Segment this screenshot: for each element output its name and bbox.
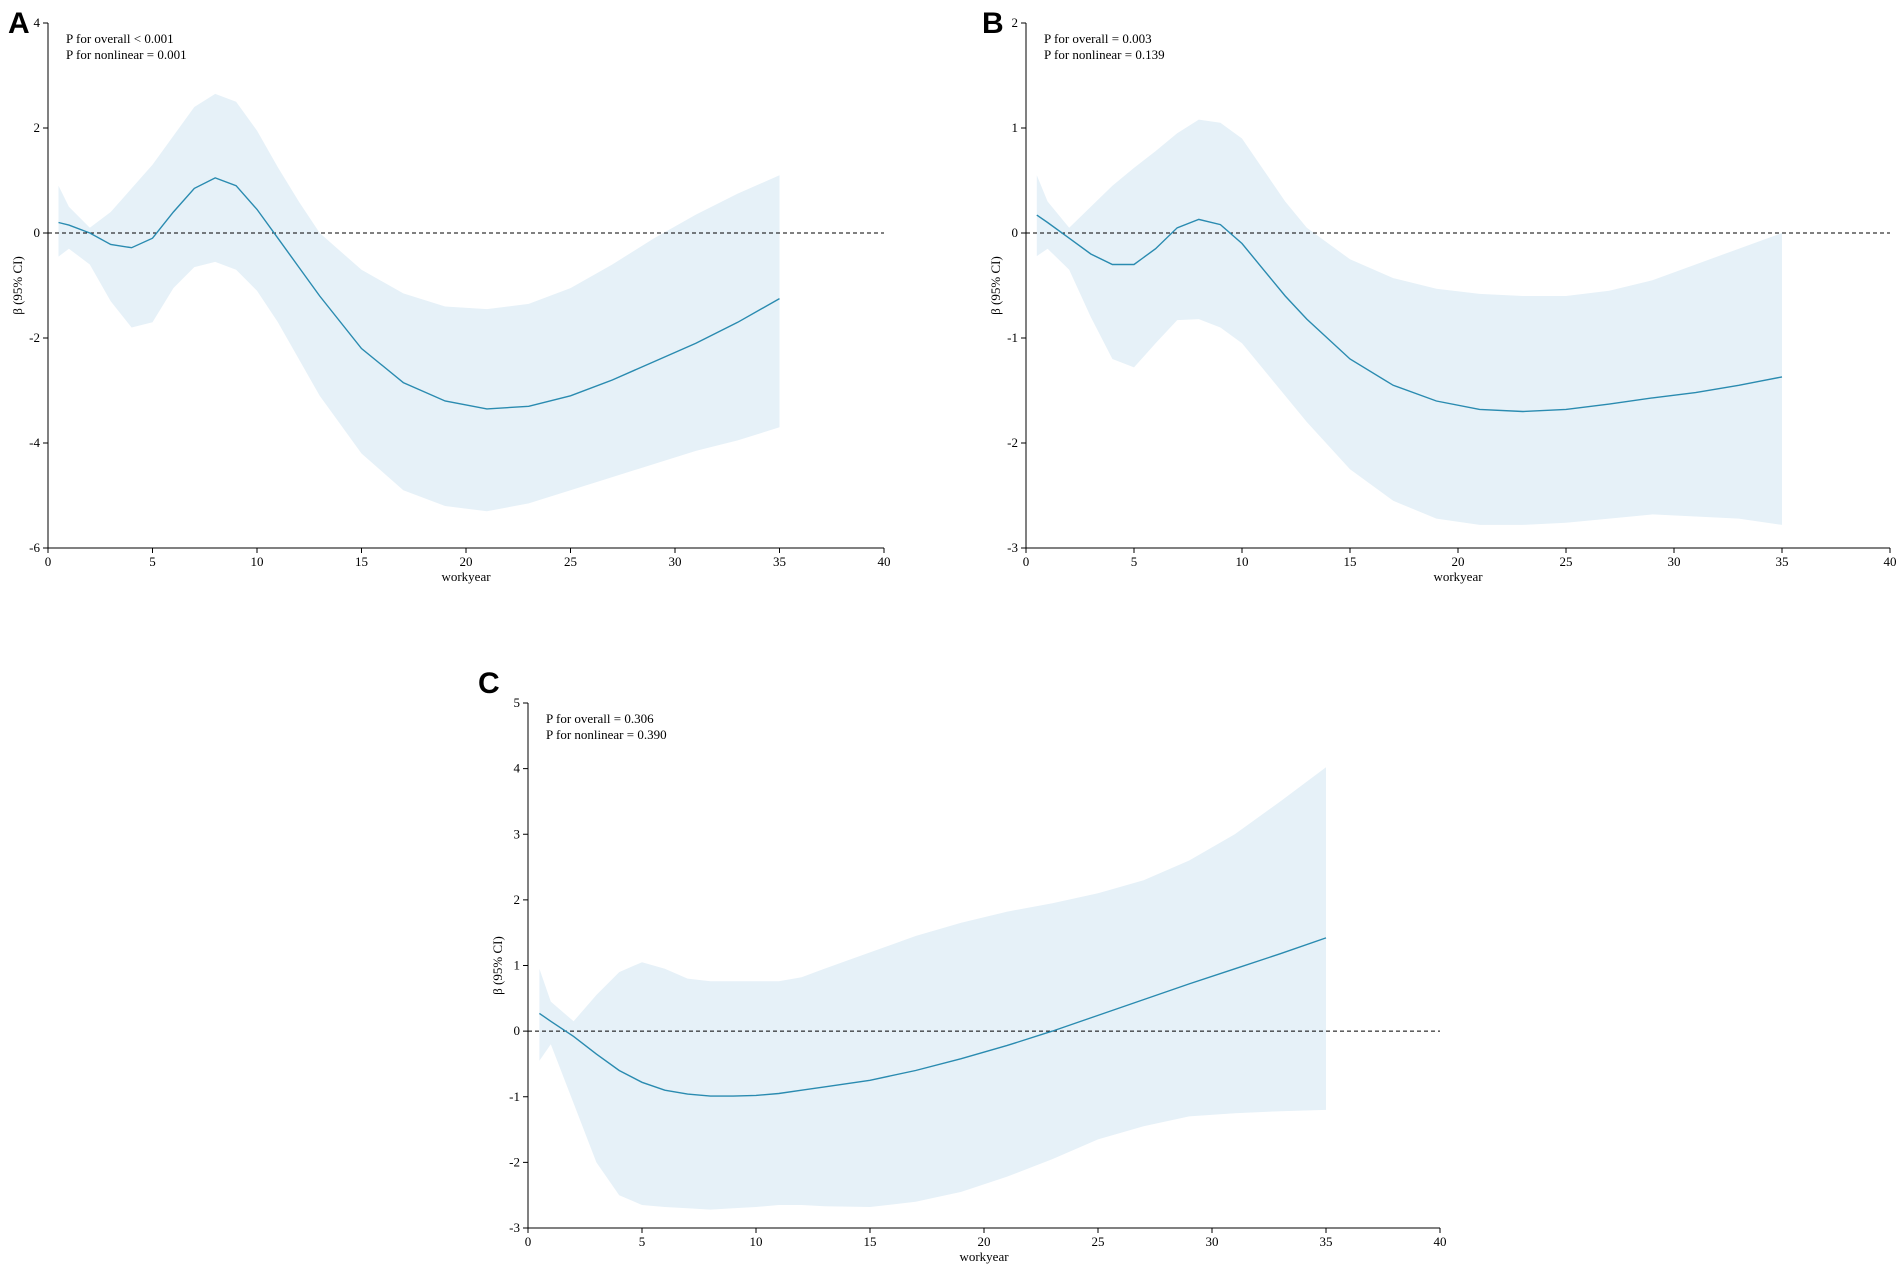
panel-letter: B [982,7,1004,40]
x-tick-label: 15 [864,1234,877,1249]
x-tick-label: 35 [1320,1234,1333,1249]
x-tick-label: 25 [564,554,577,569]
x-tick-label: 0 [1023,554,1030,569]
x-tick-label: 5 [149,554,156,569]
y-axis-title: β (95% CI) [10,256,25,315]
y-tick-label: -4 [29,435,40,450]
x-axis-title: workyear [959,1249,1009,1264]
p-value-annotation: P for nonlinear = 0.001 [66,47,187,62]
x-tick-label: 10 [1236,554,1249,569]
x-tick-label: 30 [669,554,682,569]
y-tick-label: -3 [509,1220,520,1235]
confidence-band [1036,119,1782,525]
y-tick-label: 2 [34,120,41,135]
x-tick-label: 40 [878,554,891,569]
y-tick-label: -3 [1007,540,1018,555]
y-tick-label: 1 [1012,120,1019,135]
y-tick-label: 0 [1012,225,1019,240]
x-tick-label: 40 [1434,1234,1447,1249]
x-axis-title: workyear [441,569,491,584]
x-tick-label: 20 [460,554,473,569]
y-tick-label: 1 [514,958,521,973]
y-tick-label: 0 [34,225,41,240]
x-tick-label: 40 [1884,554,1897,569]
panel-letter: C [478,667,500,700]
y-tick-label: -2 [29,330,40,345]
y-tick-label: 2 [514,892,521,907]
y-tick-label: 5 [514,695,521,710]
y-tick-label: -2 [509,1154,520,1169]
x-tick-label: 35 [773,554,786,569]
y-axis-title: β (95% CI) [490,936,505,995]
x-tick-label: 25 [1560,554,1573,569]
y-tick-label: 3 [514,826,521,841]
x-tick-label: 10 [750,1234,763,1249]
x-tick-label: 30 [1206,1234,1219,1249]
y-tick-label: 4 [34,15,41,30]
p-value-annotation: P for overall = 0.306 [546,711,654,726]
p-value-annotation: P for overall = 0.003 [1044,31,1152,46]
y-tick-label: 2 [1012,15,1019,30]
panel-letter: A [8,7,30,40]
x-tick-label: 30 [1668,554,1681,569]
y-tick-label: -6 [29,540,40,555]
p-value-annotation: P for nonlinear = 0.139 [1044,47,1165,62]
y-tick-label: 0 [514,1023,521,1038]
x-tick-label: 0 [45,554,52,569]
x-tick-label: 15 [355,554,368,569]
y-tick-label: 4 [514,761,521,776]
y-axis-title: β (95% CI) [988,256,1003,315]
y-tick-label: -2 [1007,435,1018,450]
confidence-band [58,93,780,512]
y-tick-label: -1 [509,1089,520,1104]
estimate-line [539,937,1327,1097]
x-tick-label: 5 [639,1234,646,1249]
x-tick-label: 35 [1776,554,1789,569]
p-value-annotation: P for nonlinear = 0.390 [546,727,667,742]
x-axis-title: workyear [1433,569,1483,584]
x-tick-label: 5 [1131,554,1138,569]
x-tick-label: 25 [1092,1234,1105,1249]
x-tick-label: 15 [1344,554,1357,569]
x-tick-label: 20 [978,1234,991,1249]
p-value-annotation: P for overall < 0.001 [66,31,174,46]
x-tick-label: 10 [251,554,264,569]
x-tick-label: 20 [1452,554,1465,569]
x-tick-label: 0 [525,1234,532,1249]
estimate-line [58,177,780,410]
y-tick-label: -1 [1007,330,1018,345]
confidence-band [539,767,1326,1210]
estimate-line [1036,214,1783,413]
panel-c: -3 -2 -1 0 1 2 3 4 5 0 5 10 15 20 25 30 35 40 workyear β (9… [478,667,1447,1264]
